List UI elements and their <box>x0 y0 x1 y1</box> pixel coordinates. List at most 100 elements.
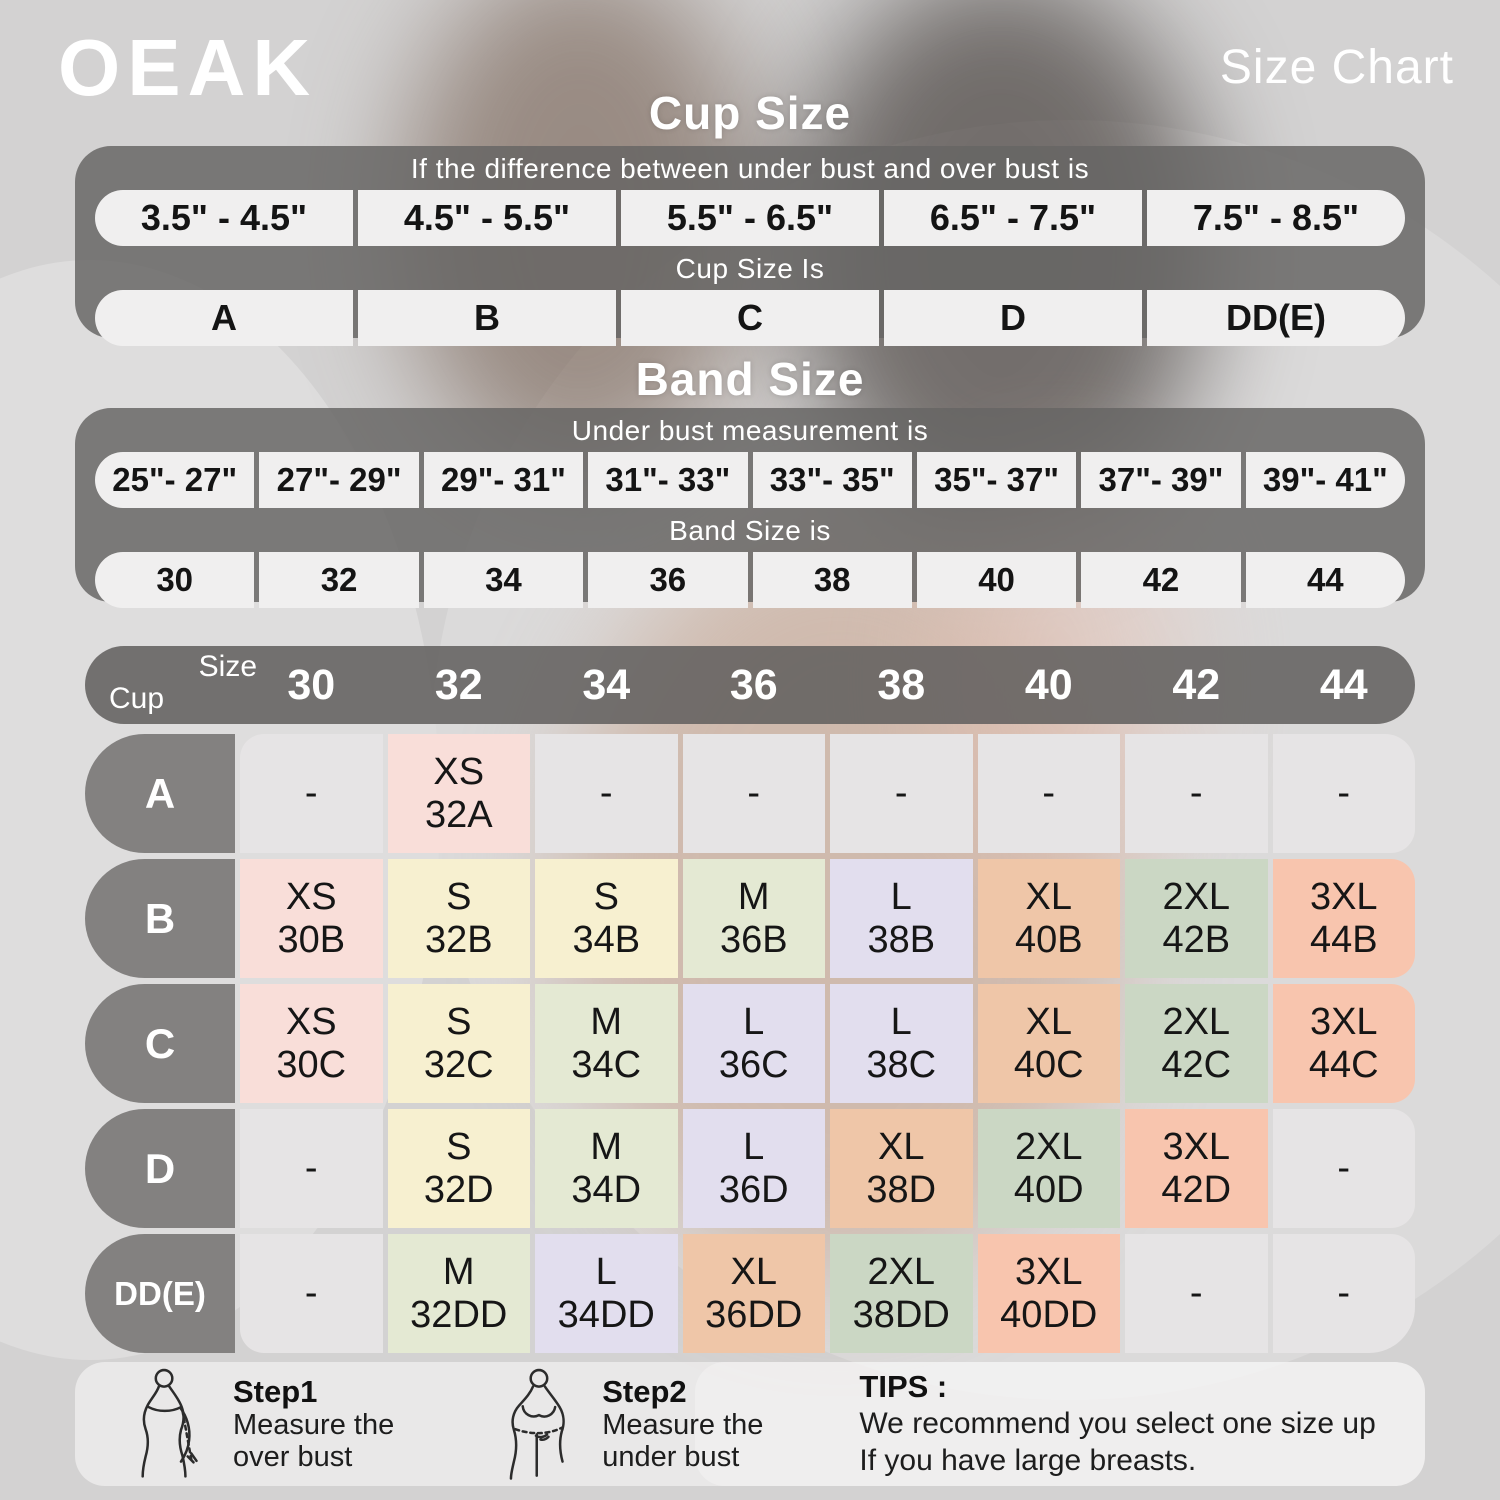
matrix-cell-code: 32DD <box>410 1293 508 1336</box>
matrix-cell-size: - <box>1042 772 1056 815</box>
cup-letter-cell: C <box>621 290 879 346</box>
page-title: Size Chart <box>1219 41 1454 94</box>
matrix-cell-size: 3XL <box>1309 875 1378 918</box>
band-number-cell: 42 <box>1081 552 1241 608</box>
measure-instructions-bar: Step1 Measure the over bust Step2 <box>75 1362 1425 1486</box>
matrix-cell-size: - <box>599 772 613 815</box>
matrix-cell-size: 2XL <box>1162 875 1231 918</box>
matrix-cell: 3XL 44B <box>1272 859 1415 978</box>
matrix-cell: - <box>1272 734 1415 853</box>
matrix-cell-code: 44B <box>1309 918 1378 961</box>
matrix-cell-size: 2XL <box>867 1250 936 1293</box>
cup-letter-row: A B C D DD(E) <box>95 290 1405 346</box>
matrix-cell-size: - <box>1189 772 1203 815</box>
cup-range-cell: 5.5" - 6.5" <box>621 190 879 246</box>
matrix-cell: - <box>830 734 973 853</box>
tips-line1: We recommend you select one size up <box>859 1406 1376 1440</box>
matrix-column-header: 40 <box>1024 660 1073 709</box>
band-range-cell: 35"- 37" <box>916 452 1077 508</box>
matrix-cell-size: 3XL <box>1014 1250 1083 1293</box>
matrix-cell: 2XL 40D <box>977 1109 1120 1228</box>
band-number-cell: 32 <box>259 552 419 608</box>
matrix-cell-size: XL <box>730 1250 777 1293</box>
cup-range-row: 3.5" - 4.5" 4.5" - 5.5" 5.5" - 6.5" 6.5" - … <box>95 190 1405 246</box>
matrix-row-label: C <box>85 984 235 1103</box>
band-range-cell: 33"- 35" <box>752 452 912 508</box>
matrix-cell: - <box>977 734 1120 853</box>
matrix-corner-cup-label: Cup <box>109 682 165 715</box>
matrix-cell-size: XS <box>433 750 485 793</box>
matrix-cell: S 34B <box>535 859 678 978</box>
matrix-cell-size: 3XL <box>1309 1000 1378 1043</box>
step2-line2: under bust <box>602 1441 740 1473</box>
band-range-cell: 37"- 39" <box>1081 452 1241 508</box>
cup-letter-cell: B <box>358 290 616 346</box>
step1-block: Step1 Measure the over bust <box>117 1368 394 1480</box>
matrix-cell-code: 34DD <box>557 1293 655 1336</box>
cup-range-cell: 7.5" - 8.5" <box>1147 190 1405 246</box>
matrix-column-header: 44 <box>1319 660 1368 709</box>
matrix-cell-size: XL <box>1025 875 1072 918</box>
matrix-cell-size: - <box>1337 1272 1351 1315</box>
matrix-cell-size: M <box>590 1125 623 1168</box>
matrix-column-header: 36 <box>729 660 778 709</box>
step2-title: Step2 <box>602 1374 687 1410</box>
matrix-cell-size: XS <box>285 875 337 918</box>
matrix-cell-code: 40DD <box>1000 1293 1098 1336</box>
matrix-cell-size: S <box>446 1125 472 1168</box>
matrix-cell-size: L <box>595 1250 617 1293</box>
matrix-cell: L 34DD <box>535 1234 678 1353</box>
matrix-cell-size: XL <box>1025 1000 1072 1043</box>
matrix-cell: M 36B <box>682 859 825 978</box>
matrix-column-header: 34 <box>582 660 631 709</box>
matrix-cell-code: 44C <box>1308 1043 1379 1086</box>
matrix-cell: L 38C <box>830 984 973 1103</box>
matrix-cell-size: - <box>304 772 318 815</box>
band-size-table-subheader: Band Size is <box>669 515 831 546</box>
band-number-cell: 30 <box>95 552 255 608</box>
step1-line1: Measure the <box>233 1409 395 1442</box>
band-number-cell: 34 <box>423 552 584 608</box>
matrix-cell-size: - <box>747 772 761 815</box>
matrix-cell-code: 38D <box>866 1168 937 1211</box>
band-range-row: 25"- 27" 27"- 29" 29"- 31" 31"- 33" 33"- 35"… <box>95 452 1405 508</box>
matrix-cell: 2XL 38DD <box>830 1234 973 1353</box>
matrix-cell-code: 38DD <box>852 1293 950 1336</box>
matrix-cell: S 32C <box>387 984 530 1103</box>
tips-line2: If you have large breasts. <box>859 1444 1197 1477</box>
matrix-cell-code: 34B <box>572 918 641 961</box>
matrix-cell-code: 32B <box>424 918 493 961</box>
matrix-cell-code: 40B <box>1014 918 1083 961</box>
cup-size-table: If the difference between under bust and… <box>75 146 1425 346</box>
step1-line2: over bust <box>233 1441 353 1473</box>
tips-title: TIPS : <box>859 1368 948 1404</box>
cup-size-heading: Cup Size <box>648 87 852 139</box>
step1-title: Step1 <box>233 1374 318 1410</box>
matrix-cell: L 36D <box>682 1109 825 1228</box>
matrix-cell: 3XL 44C <box>1272 984 1415 1103</box>
matrix-cell: M 34C <box>535 984 678 1103</box>
matrix-cell: XL 40C <box>977 984 1120 1103</box>
matrix-cell-size: S <box>593 875 619 918</box>
matrix-cell: - <box>535 734 678 853</box>
matrix-cell: L 38B <box>830 859 973 978</box>
matrix-cell: - <box>1125 734 1268 853</box>
matrix-cell: S 32B <box>387 859 530 978</box>
matrix-cell: 2XL 42C <box>1125 984 1268 1103</box>
matrix-cell-code: 38B <box>867 918 936 961</box>
cup-letter-cell: A <box>95 290 353 346</box>
matrix-cell: 2XL 42B <box>1125 859 1268 978</box>
band-size-table: Under bust measurement is 25"- 27" 27"- 2… <box>75 408 1425 608</box>
matrix-corner-cell: Size Cup <box>85 646 257 724</box>
matrix-cell-code: 32A <box>424 793 493 836</box>
step2-line1: Measure the <box>602 1409 764 1442</box>
band-range-cell: 31"- 33" <box>588 452 748 508</box>
band-number-cell: 40 <box>916 552 1077 608</box>
matrix-cell-code: 34C <box>571 1043 642 1086</box>
size-matrix: A - XS 32A - - - - - - B XS 30B S 32B S 34B M 36B L 38B XL 40B… <box>85 734 1415 1353</box>
matrix-cell-size: M <box>442 1250 475 1293</box>
cup-range-cell: 4.5" - 5.5" <box>358 190 616 246</box>
matrix-cell: - <box>1272 1234 1415 1353</box>
matrix-row-label: D <box>85 1109 235 1228</box>
